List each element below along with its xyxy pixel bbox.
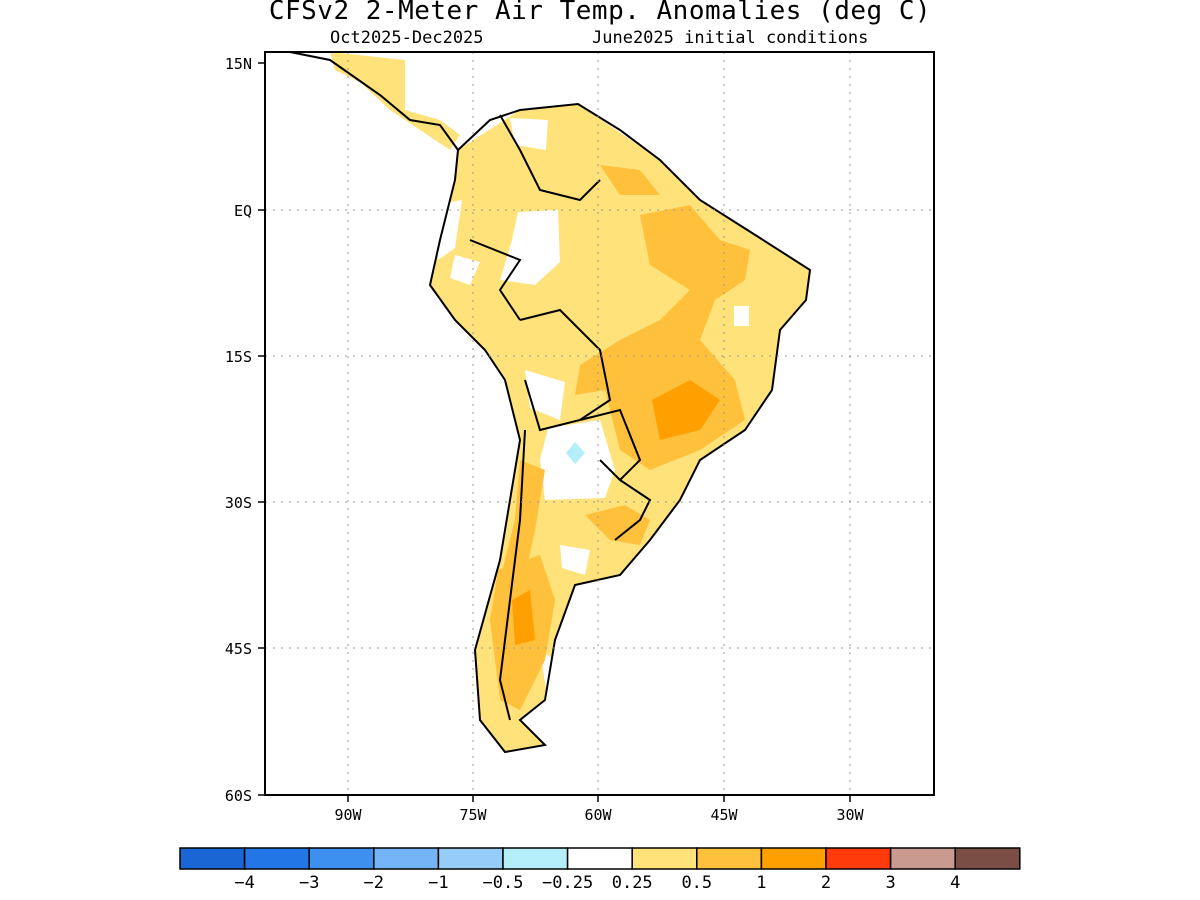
lat-label-45s: 45S [225, 640, 252, 658]
colorbar: −4 −3 −2 −1 −0.5 −0.25 0.25 0.5 1 2 3 4 [179, 847, 1021, 893]
lat-label-eq: EQ [234, 202, 252, 220]
colorbar-label: −2 [364, 873, 384, 893]
warm-anomaly-guiana [600, 165, 660, 195]
colorbar-label: 0.5 [681, 873, 712, 893]
colorbar-swatch [825, 847, 892, 870]
colorbar-swatch [954, 847, 1021, 870]
central-america-coast [289, 52, 459, 151]
forecast-period: Oct2025-Dec2025 [330, 28, 484, 48]
lat-label-15n: 15N [225, 55, 252, 73]
colorbar-label: −1 [428, 873, 448, 893]
neutral-patch-north [510, 118, 548, 150]
colorbar-swatch [502, 847, 569, 870]
colorbar-label: 4 [950, 873, 960, 893]
colorbar-swatch [889, 847, 956, 870]
colorbar-label: −0.25 [542, 873, 593, 893]
border-argentina-chile [498, 429, 526, 721]
colorbar-swatch [631, 847, 698, 870]
lat-label-15s: 15S [225, 348, 252, 366]
strong-warm-anomaly-patagonia [512, 590, 535, 645]
lat-label-30s: 30S [225, 494, 252, 512]
border-colombia-venezuela [499, 114, 601, 202]
lon-label-90w: 90W [334, 806, 362, 824]
colorbar-label: 1 [756, 873, 766, 893]
colorbar-swatch [179, 847, 246, 870]
border-peru-brazil [469, 239, 522, 321]
colorbar-label: −3 [299, 873, 319, 893]
warm-anomaly-uruguay [585, 505, 650, 545]
colorbar-label: −4 [234, 873, 254, 893]
colorbar-label: 0.25 [612, 873, 653, 893]
border-paraguay [579, 408, 642, 482]
map-title: CFSv2 2-Meter Air Temp. Anomalies (deg C… [268, 0, 932, 26]
neutral-patch-argentina [560, 545, 590, 575]
colorbar-swatch [760, 847, 827, 870]
colorbar-label: 2 [821, 873, 831, 893]
map-area [265, 52, 934, 795]
border-argentina-brazil [614, 479, 652, 541]
colorbar-swatch [437, 847, 504, 870]
lon-label-75w: 75W [459, 806, 487, 824]
borders [289, 52, 812, 754]
colorbar-label: −0.5 [483, 873, 524, 893]
colorbar-swatch [308, 847, 375, 870]
central-america [330, 52, 460, 150]
axis-ticks [258, 62, 851, 802]
colorbar-swatch [696, 847, 763, 870]
border-bolivia [519, 308, 612, 432]
lon-label-30w: 30W [836, 806, 864, 824]
colorbar-swatch [373, 847, 440, 870]
neutral-patch-colombia [433, 200, 462, 260]
colorbar-swatch [243, 847, 310, 870]
cool-anomaly-patch [566, 442, 585, 464]
colorbar-label: 3 [885, 873, 895, 893]
lat-label-60s: 60S [225, 787, 252, 805]
lon-label-60w: 60W [584, 806, 612, 824]
strong-warm-anomaly-brazil [652, 380, 720, 440]
initial-conditions: June2025 initial conditions [592, 28, 869, 48]
neutral-patch-bolivia [525, 370, 565, 420]
lon-label-45w: 45W [710, 806, 738, 824]
colorbar-swatch [566, 847, 633, 870]
neutral-patch-brazil-east [734, 306, 749, 326]
map-frame [264, 51, 935, 796]
